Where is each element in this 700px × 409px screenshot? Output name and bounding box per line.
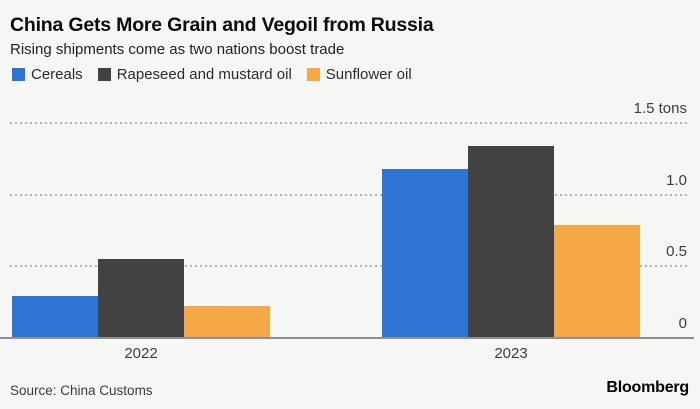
- legend-swatch-square: [306, 68, 320, 81]
- bloomberg-logo: Bloomberg: [606, 379, 689, 396]
- chart-title: China Gets More Grain and Vegoil from Ru…: [10, 14, 434, 36]
- legend-label: Sunflower oil: [325, 66, 412, 83]
- source-note: Source: China Customs: [10, 383, 153, 398]
- legend-item-rapeseed-and-mustard-oil: Rapeseed and mustard oil: [97, 66, 292, 83]
- gridline-0.5: [10, 265, 690, 268]
- legend-item-sunflower-oil: Sunflower oil: [306, 66, 412, 83]
- bar-rapeseed-and-mustard-oil-2023: [467, 145, 555, 338]
- gridline-1: [10, 193, 690, 196]
- legend-label: Cereals: [31, 66, 83, 83]
- legend: Cereals Rapeseed and mustard oil Sunflower…: [12, 66, 412, 83]
- chart-subtitle: Rising shipments come as two nations boo…: [10, 41, 345, 58]
- gridline-1.5: [10, 122, 690, 124]
- bar-sunflower-oil-2023: [554, 224, 641, 338]
- x-axis-label-2022: 2022: [124, 345, 158, 362]
- bar-cereals-2023: [381, 168, 468, 338]
- bar-rapeseed-and-mustard-oil-2022: [97, 259, 185, 338]
- legend-swatch-square: [97, 68, 111, 81]
- y-axis-label-1.5: 1.5 tons: [633, 100, 687, 118]
- legend-item-cereals: Cereals: [12, 66, 83, 83]
- legend-swatch-square: [12, 68, 25, 81]
- y-axis-label-1: 1.0: [666, 171, 687, 189]
- bar-cereals-2022: [11, 296, 98, 338]
- y-axis-label-0: 0: [678, 315, 687, 332]
- y-axis-label-0.5: 0.5: [666, 243, 687, 261]
- x-axis-label-2023: 2023: [494, 345, 528, 362]
- bar-sunflower-oil-2022: [184, 306, 271, 338]
- x-axis-baseline: [0, 337, 694, 339]
- legend-label: Rapeseed and mustard oil: [116, 66, 292, 83]
